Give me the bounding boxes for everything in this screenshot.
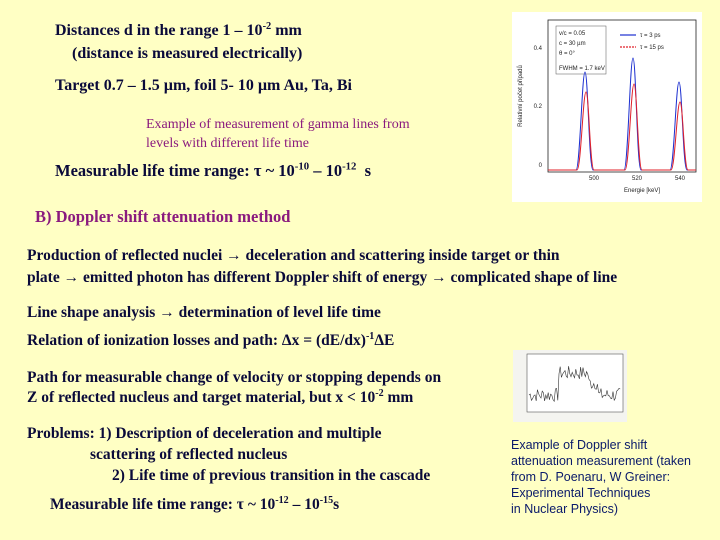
lifetime: Measurable life time range: τ ~ 10-10 – … [55,161,371,181]
exponent: -12 [342,160,357,173]
unit: mm [387,389,414,406]
problems: 2) Life time of previous transition in t… [112,467,431,484]
exponent: -12 [275,494,289,506]
caption-line: attenuation measurement (taken [511,454,691,468]
x-tick: 500 [589,176,600,182]
info: c = 30 µm [559,41,586,47]
caption-line: from D. Poenaru, W Greiner: [511,470,671,484]
gamma-plot: Relativní počet případů 0.4 0.2 0 500 52… [512,12,702,202]
text: Measurable life time range: τ ~ 10 [50,496,276,513]
exponent: -10 [294,160,310,173]
production: Production of reflected nuclei → deceler… [27,247,560,264]
y-tick: 0.2 [534,104,543,110]
y-label: Relativní počet případů [517,65,524,127]
x-tick: 540 [675,176,686,182]
section-heading: B) Doppler shift attenuation method [35,207,291,226]
doppler-plot [513,350,627,422]
peak-curve [548,83,696,171]
text: Distances d in the range 1 – 10 [55,22,263,39]
example: Example of measurement of gamma lines fr… [146,117,410,132]
range-line: Distances d in the range 1 – 10-2 mm [55,20,302,40]
example: levels with different life time [146,136,310,151]
info: θ = 0° [559,51,576,57]
text: – 10 [292,496,320,513]
problems: scattering of reflected nucleus [90,446,288,463]
text: ΔE [374,332,395,349]
x-label: Energie [keV] [624,188,660,194]
info-box [555,25,607,75]
problems: Problems: 1) Description of deceleration… [27,425,382,442]
text: Z of reflected nucleus and target materi… [27,389,376,406]
relation: Relation of ionization losses and path: … [27,330,395,350]
spectrum [528,366,621,403]
exponent: -15 [319,494,334,506]
y-tick: 0 [539,163,543,169]
info: FWHM = 1.7 keV [559,66,605,72]
caption-line: Example of Doppler shift [511,438,648,452]
peak-curve [548,57,696,171]
legend-entry: τ = 15 ps [640,45,664,51]
text: Relation of ionization losses and path: … [27,332,366,349]
note: (distance is measured electrically) [72,45,303,62]
x-tick: 520 [632,176,643,182]
unit: mm [275,22,302,39]
unit: s [364,161,372,180]
caption-line: in Nuclear Physics) [511,502,618,516]
production: plate → emitted photon has different Dop… [27,269,618,286]
analysis: Line shape analysis → determination of l… [27,304,381,321]
text: – 10 [313,161,343,180]
caption: Example of Doppler shift attenuation mea… [511,437,691,517]
exponent: -2 [375,387,384,399]
target: Target 0.7 – 1.5 µm, foil 5- 10 µm Au, T… [55,77,352,94]
y-tick: 0.4 [534,46,543,52]
path: Path for measurable change of velocity o… [27,369,442,386]
legend-entry: τ = 3 ps [640,33,661,39]
info: v/c = 0.05 [559,31,586,37]
lifetime: Measurable life time range: τ ~ 10-12 – … [50,494,340,514]
unit: s [333,496,340,513]
text: Measurable life time range: τ ~ 10 [55,161,295,180]
plot-frame [547,19,697,173]
path: Z of reflected nucleus and target materi… [27,387,414,407]
exponent: -1 [365,330,375,342]
plot-frame [526,353,624,413]
exponent: -2 [262,20,272,32]
caption-line: Experimental Techniques [511,486,651,500]
